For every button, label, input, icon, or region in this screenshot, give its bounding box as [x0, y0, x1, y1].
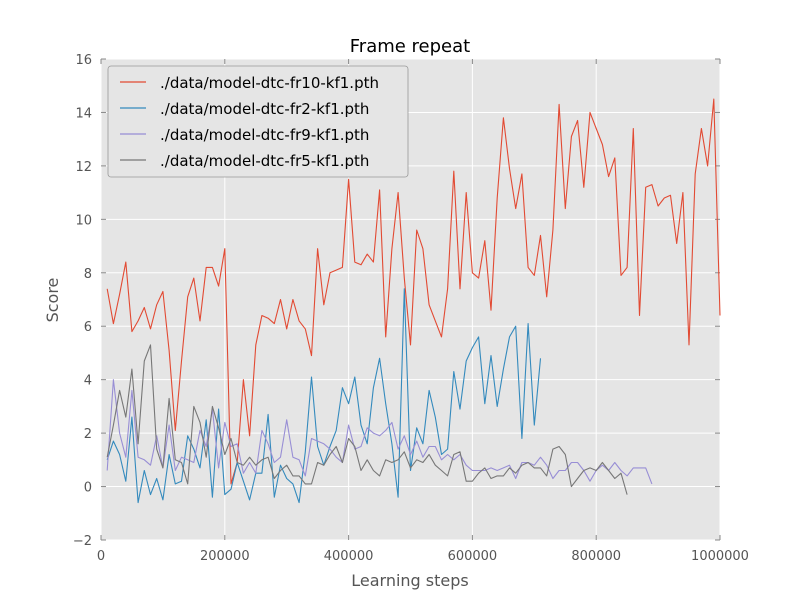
y-tick-label: −2 — [73, 534, 92, 549]
y-tick-label: 14 — [75, 106, 92, 121]
y-tick-label: 16 — [75, 53, 92, 68]
legend-label: ./data/model-dtc-fr10-kf1.pth — [160, 74, 379, 92]
y-axis-label: Score — [43, 278, 62, 323]
legend-label: ./data/model-dtc-fr9-kf1.pth — [160, 126, 369, 144]
y-tick-label: 4 — [84, 374, 92, 389]
y-tick-label: 2 — [84, 427, 92, 442]
chart-title: Frame repeat — [350, 36, 470, 57]
series-line-2 — [106, 379, 653, 485]
series-line-3 — [106, 344, 628, 495]
axis-ticks: 0 200000 400000 600000 800000 1000000 −2 0 2 4 6 8 1… — [73, 53, 749, 564]
legend-box — [107, 65, 409, 178]
x-tick-label: 800000 — [571, 549, 621, 564]
x-axis-label: Learning steps — [351, 571, 469, 590]
x-tick-label: 400000 — [324, 549, 374, 564]
legend: ./data/model-dtc-fr10-kf1.pth ./data/mode… — [107, 65, 409, 178]
y-tick-label: 8 — [84, 267, 92, 282]
x-tick-label: 200000 — [200, 549, 250, 564]
x-tick-label: 1000000 — [691, 549, 749, 564]
legend-label: ./data/model-dtc-fr2-kf1.pth — [160, 100, 369, 118]
series-line-0 — [106, 98, 721, 485]
x-tick-label: 0 — [97, 549, 105, 564]
series-lines — [106, 98, 721, 504]
y-tick-label: 6 — [84, 320, 92, 335]
x-tick-label: 600000 — [448, 549, 498, 564]
y-tick-label: 0 — [84, 481, 92, 496]
y-tick-label: 12 — [75, 160, 92, 175]
legend-label: ./data/model-dtc-fr5-kf1.pth — [160, 152, 369, 170]
y-tick-label: 10 — [75, 213, 92, 228]
